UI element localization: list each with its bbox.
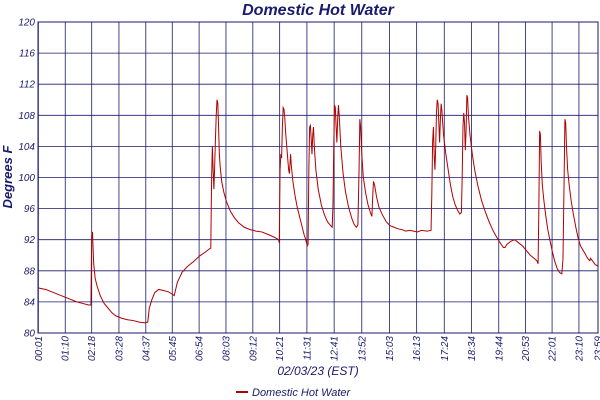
y-tick-label: 88 bbox=[24, 266, 36, 277]
x-tick-label: 01:10 bbox=[61, 336, 72, 361]
x-tick-label: 23:10 bbox=[574, 336, 585, 362]
x-tick-label: 12:41 bbox=[330, 336, 341, 361]
y-tick-label: 116 bbox=[19, 49, 35, 60]
series-line-domestic-hot-water bbox=[37, 94, 599, 324]
x-tick-labels: 00:01 01:10 02:18 03:28 04:37 05:45 06:54 08:03… bbox=[34, 336, 600, 362]
y-tick-label: 112 bbox=[19, 80, 35, 91]
x-tick-label: 00:01 bbox=[34, 336, 45, 361]
y-tick-label: 104 bbox=[18, 142, 35, 153]
y-axis-label: Degrees F bbox=[0, 145, 15, 209]
chart-title: Domestic Hot Water bbox=[242, 2, 395, 19]
legend-label: Domestic Hot Water bbox=[252, 387, 352, 399]
y-tick-label: 92 bbox=[24, 235, 36, 246]
x-tick-label: 06:54 bbox=[195, 336, 206, 361]
x-tick-label: 03:28 bbox=[114, 336, 125, 361]
x-tick-label: 19:44 bbox=[494, 336, 505, 361]
plot-border bbox=[37, 21, 599, 334]
x-tick-label: 04:37 bbox=[141, 336, 152, 361]
y-tick-label: 100 bbox=[18, 173, 35, 184]
y-tick-label: 120 bbox=[18, 18, 35, 29]
x-tick-label: 10:21 bbox=[275, 336, 286, 361]
x-tick-label: 08:03 bbox=[221, 336, 232, 361]
x-tick-label: 23:59 bbox=[594, 336, 600, 362]
x-tick-label: 17:24 bbox=[440, 336, 451, 361]
x-tick-label: 15:03 bbox=[385, 336, 396, 361]
legend: Domestic Hot Water bbox=[236, 387, 352, 399]
y-tick-label: 80 bbox=[24, 329, 36, 340]
x-tick-label: 22:01 bbox=[548, 336, 559, 362]
y-tick-label: 108 bbox=[18, 111, 35, 122]
x-tick-label: 13:52 bbox=[357, 336, 368, 361]
x-tick-label: 16:13 bbox=[412, 336, 423, 361]
x-tick-label: 11:31 bbox=[302, 336, 313, 360]
y-tick-labels: 80 84 88 92 96 100 104 108 112 116 120 bbox=[18, 18, 35, 340]
y-tick-label: 84 bbox=[24, 297, 36, 308]
x-tick-label: 02:18 bbox=[87, 336, 98, 361]
x-axis-label: 02/03/23 (EST) bbox=[277, 364, 358, 378]
y-tick-label: 96 bbox=[24, 204, 36, 215]
x-tick-label: 05:45 bbox=[168, 336, 179, 361]
x-tick-label: 20:53 bbox=[521, 336, 532, 362]
x-tick-label: 18:34 bbox=[467, 336, 478, 361]
x-tick-label: 09:12 bbox=[248, 336, 259, 361]
